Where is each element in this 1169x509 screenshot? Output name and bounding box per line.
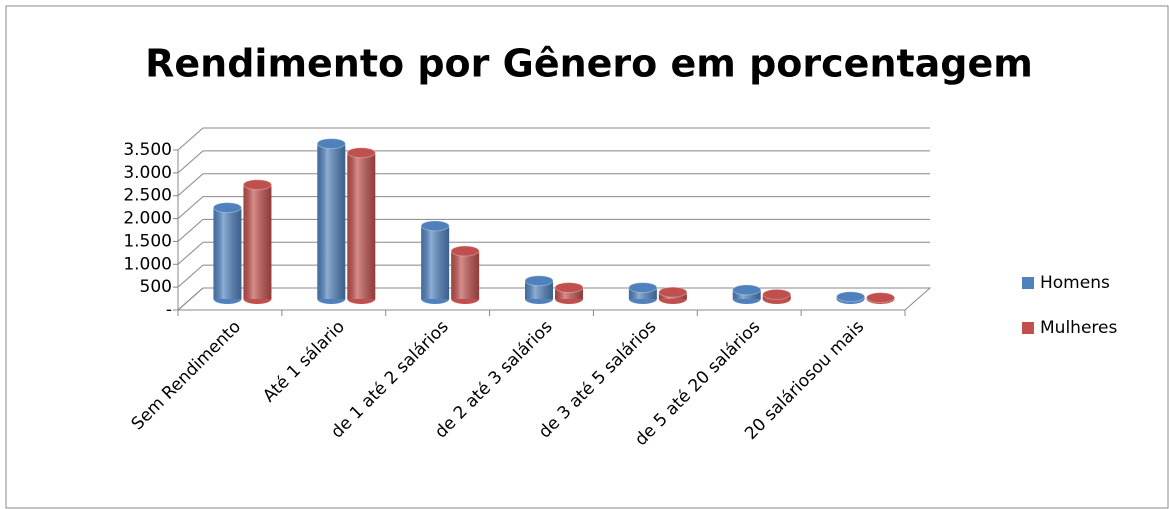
y-tick-label: 1.000	[123, 254, 172, 274]
bar-shade	[628, 287, 657, 299]
y-tick-label: 500	[140, 277, 172, 297]
bar-top	[346, 147, 376, 159]
bar-shade	[555, 287, 583, 299]
bar-shade	[347, 152, 376, 299]
grid-line	[177, 173, 930, 197]
bar-top	[450, 245, 480, 257]
bar-top	[836, 291, 866, 303]
grid-line	[177, 150, 930, 174]
bar-shade	[243, 184, 272, 299]
bar	[450, 245, 480, 304]
bar	[242, 179, 272, 304]
bar	[628, 282, 658, 304]
bar	[658, 286, 688, 304]
legend-label: Mulheres	[1040, 318, 1117, 338]
grid-line	[177, 218, 930, 242]
bar	[732, 284, 762, 304]
grid-line	[177, 264, 930, 288]
grid-line	[177, 287, 930, 311]
floor	[176, 287, 932, 311]
y-tick-label: 2.500	[123, 186, 172, 206]
bar-shade	[451, 251, 480, 299]
bar-top	[420, 220, 450, 232]
y-tick-label: 3.000	[123, 163, 172, 183]
bar	[762, 288, 792, 304]
bar-shade	[317, 143, 346, 299]
bar	[346, 147, 376, 304]
bar	[420, 220, 450, 304]
chart-border	[5, 5, 1169, 509]
legend-swatch	[1022, 277, 1034, 289]
bar	[316, 138, 346, 304]
bar-shade	[421, 225, 450, 299]
bar-top	[524, 275, 554, 287]
grid-line	[177, 127, 930, 151]
bar	[554, 282, 584, 304]
bar-top	[212, 202, 242, 214]
y-tick-label: 3.500	[123, 140, 172, 160]
bar-top	[732, 284, 762, 296]
bar-top	[554, 282, 584, 294]
bar-top	[762, 288, 792, 300]
bar	[866, 292, 896, 304]
grid-line	[177, 241, 930, 265]
y-tick-label: 1.500	[123, 231, 172, 251]
bar-shade	[525, 280, 553, 299]
legend-swatch	[1022, 322, 1034, 334]
grid-line	[177, 196, 930, 219]
legend-label: Homens	[1040, 273, 1110, 293]
bar-top	[242, 179, 272, 191]
bar	[212, 202, 242, 304]
y-tick-label: 2.000	[123, 209, 172, 229]
y-tick-label: -	[166, 300, 172, 320]
chart-title: Rendimento por Gênero em porcentagem	[145, 42, 1033, 86]
bar-shade	[213, 207, 242, 299]
bar-top	[658, 286, 688, 298]
bar-top	[866, 292, 896, 304]
bar	[836, 291, 866, 304]
bar-top	[316, 138, 346, 150]
bar	[524, 275, 554, 304]
bar-top	[628, 282, 658, 294]
